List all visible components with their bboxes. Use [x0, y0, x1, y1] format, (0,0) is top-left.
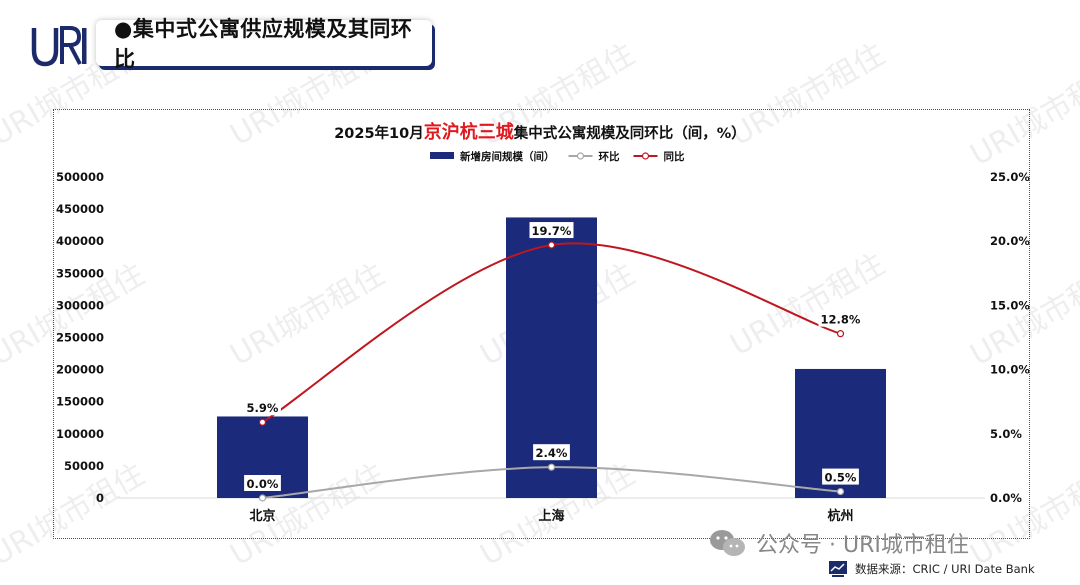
x-tick-label: 北京	[249, 508, 275, 524]
wechat-icon	[710, 530, 745, 556]
line-point	[258, 494, 267, 502]
chart-title: 2025年10月京沪杭三城集中式公寓规模及同环比（间，%）	[0, 118, 1080, 144]
y-left-tick-label: 300000	[56, 298, 104, 312]
legend-swatch-marker	[641, 152, 650, 160]
y-left-tick-label: 100000	[56, 427, 104, 441]
legend-swatch-bar	[430, 152, 454, 159]
y-left-tick-label: 150000	[56, 395, 104, 409]
chart-title-prefix: 2025年10月	[334, 126, 424, 142]
y-right-tick-label: 5.0%	[990, 427, 1022, 441]
y-left-tick-label: 50000	[64, 459, 104, 473]
data-label: 0.5%	[825, 471, 857, 485]
data-label: 0.0%	[247, 477, 279, 491]
y-right-tick-label: 20.0%	[990, 234, 1030, 248]
chart-frame	[53, 109, 1030, 539]
line-point	[258, 418, 267, 426]
x-tick-label: 上海	[538, 508, 564, 524]
data-label-bg	[244, 475, 281, 491]
y-right-tick-label: 10.0%	[990, 363, 1030, 377]
y-left-tick-label: 400000	[56, 234, 104, 248]
line-point	[547, 463, 556, 471]
y-left-tick-label: 450000	[56, 202, 104, 216]
wechat-footer: 公众号 · URI城市租住	[708, 527, 969, 559]
y-left-tick-label: 200000	[56, 363, 104, 377]
legend-label: 新增房间规模（间）	[460, 150, 555, 163]
data-label-bg	[529, 222, 574, 239]
x-tick-label: 杭州	[827, 508, 853, 524]
uri-logo	[31, 26, 87, 67]
y-left-tick-label: 0	[96, 491, 104, 505]
legend-label: 同比	[664, 150, 685, 163]
data-label-bg	[822, 468, 859, 485]
legend-swatch-marker	[576, 152, 585, 160]
data-source: 数据来源：CRIC / URI Date Bank	[828, 560, 1035, 578]
wechat-account-text: 公众号 · URI城市租住	[756, 533, 969, 558]
data-label: 19.7%	[532, 224, 572, 238]
y-left-tick-label: 350000	[56, 266, 104, 280]
data-label-bg	[244, 399, 281, 416]
data-label: 12.8%	[821, 313, 861, 327]
y-right-tick-label: 15.0%	[990, 298, 1030, 312]
line-point	[836, 487, 845, 496]
y-left-tick-label: 500000	[56, 170, 104, 184]
data-bank-icon	[829, 561, 847, 577]
chart-title-suffix: 集中式公寓规模及同环比（间，%）	[513, 126, 746, 142]
legend-label: 环比	[599, 150, 620, 163]
y-right-tick-label: 25.0%	[990, 170, 1030, 184]
data-label-bg	[818, 310, 863, 327]
section-title-tab: ●集中式公寓供应规模及其同环比	[96, 17, 432, 71]
line-point	[547, 241, 556, 249]
data-label: 2.4%	[536, 446, 568, 460]
line-point	[836, 330, 845, 338]
section-title: ●集中式公寓供应规模及其同环比	[114, 17, 413, 71]
y-right-tick-label: 0.0%	[990, 491, 1022, 505]
data-label-bg	[533, 444, 570, 461]
y-left-tick-label: 250000	[56, 331, 104, 345]
chart-title-highlight: 京沪杭三城	[423, 122, 514, 143]
data-label: 5.9%	[247, 401, 279, 415]
data-source-text: 数据来源：CRIC / URI Date Bank	[855, 562, 1035, 576]
